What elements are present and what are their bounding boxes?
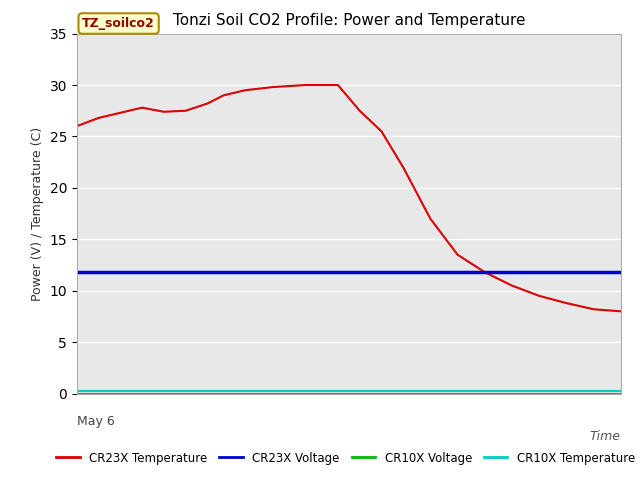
Text: Time: Time: [590, 430, 621, 443]
Title: Tonzi Soil CO2 Profile: Power and Temperature: Tonzi Soil CO2 Profile: Power and Temper…: [173, 13, 525, 28]
Text: TZ_soilco2: TZ_soilco2: [82, 17, 155, 30]
Y-axis label: Power (V) / Temperature (C): Power (V) / Temperature (C): [31, 127, 44, 300]
Legend: CR23X Temperature, CR23X Voltage, CR10X Voltage, CR10X Temperature: CR23X Temperature, CR23X Voltage, CR10X …: [51, 447, 640, 469]
Text: May 6: May 6: [77, 415, 115, 428]
